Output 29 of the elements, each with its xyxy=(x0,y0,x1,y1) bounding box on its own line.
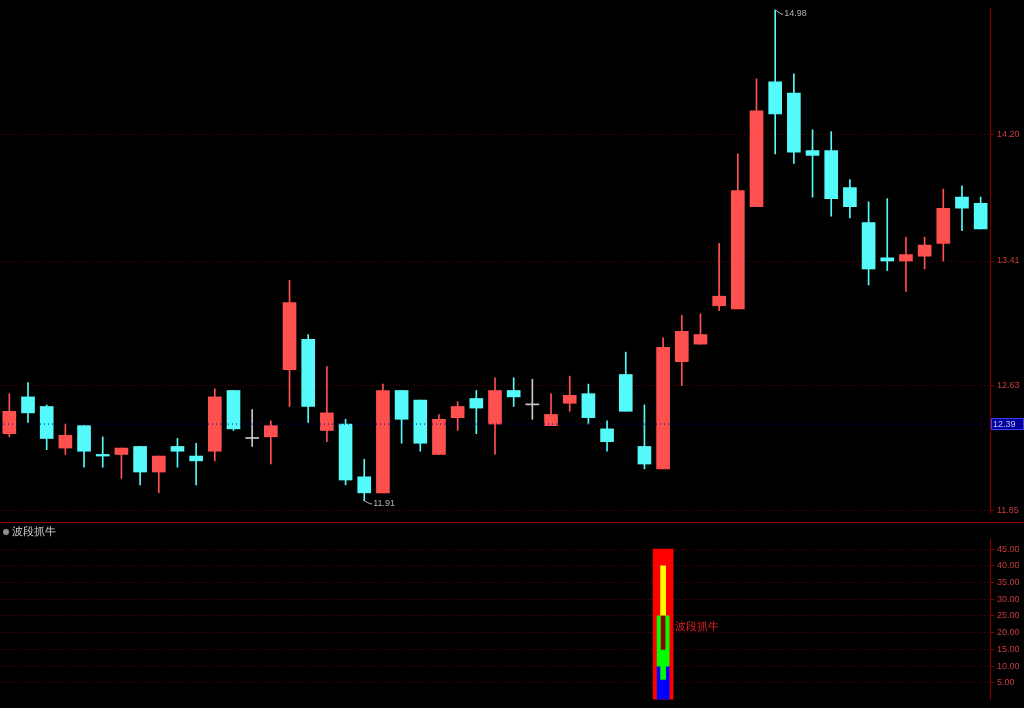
y-tick-label: 14.20 xyxy=(997,129,1020,140)
y-tick-label: 12.63 xyxy=(997,380,1020,391)
candlestick xyxy=(562,375,577,412)
candlestick xyxy=(880,198,895,271)
y-tick-label: 20.00 xyxy=(997,627,1020,638)
candlestick xyxy=(320,366,334,442)
y-tick-label: 10.00 xyxy=(997,660,1020,671)
candlestick xyxy=(712,243,726,311)
candlestick xyxy=(506,377,521,407)
ref-line-label: 12.39 xyxy=(993,418,1016,429)
candlestick xyxy=(768,9,783,155)
candlestick xyxy=(189,442,203,486)
chart-title: 波段抓牛 xyxy=(12,524,56,539)
y-tick-label: 40.00 xyxy=(997,560,1020,571)
annotation: 11.91 xyxy=(373,498,396,509)
y-tick-label: 25.00 xyxy=(997,610,1020,621)
y-tick-label: 30.00 xyxy=(997,593,1020,604)
annotation: 波段抓牛 xyxy=(675,620,720,634)
y-tick-label: 13.41 xyxy=(997,255,1020,266)
candlestick xyxy=(899,236,913,292)
y-tick-label: 5.00 xyxy=(997,677,1015,688)
y-tick-label: 45.00 xyxy=(997,543,1020,554)
y-tick-label: 15.00 xyxy=(997,643,1020,654)
candlestick xyxy=(469,390,484,434)
candlestick xyxy=(245,409,259,447)
annotation: 14.98 xyxy=(784,8,807,19)
candlestick xyxy=(95,436,110,468)
y-tick-label: 11.85 xyxy=(997,504,1019,515)
y-tick-label: 35.00 xyxy=(997,576,1020,587)
